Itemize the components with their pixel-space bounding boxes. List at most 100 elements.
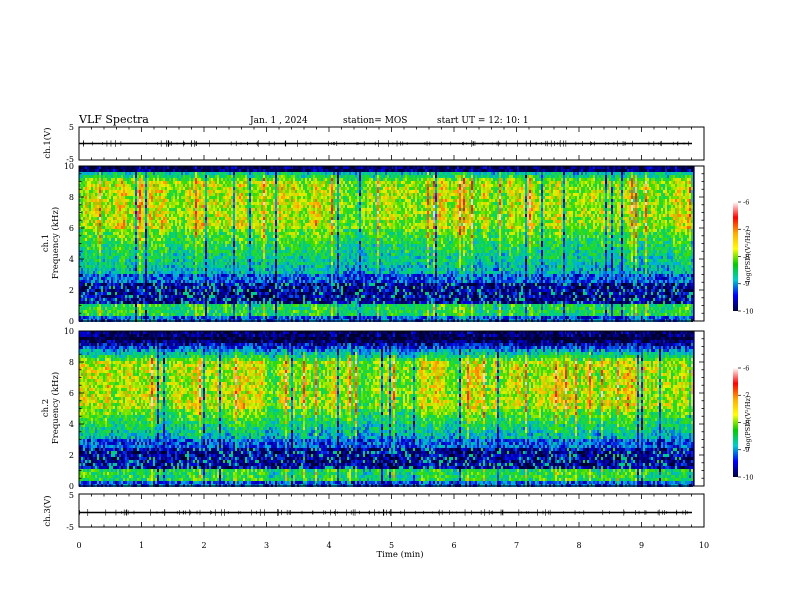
spectrogram-cell [133, 169, 135, 172]
spectrogram-cell [133, 286, 135, 289]
spectrogram-cell [119, 304, 121, 307]
spectrogram-cell [137, 283, 139, 286]
spectrogram-cell [211, 298, 213, 301]
spectrogram-cell [153, 313, 155, 316]
spectrogram-cell [201, 220, 203, 223]
spectrogram-cell [81, 244, 83, 247]
spectrogram-cell [251, 250, 253, 253]
spectrogram-cell [217, 232, 219, 235]
spectrogram-cell [111, 292, 113, 295]
spectrogram-cell [215, 208, 217, 211]
spectrogram-cell [187, 199, 189, 202]
spectrogram-cell [113, 250, 115, 253]
spectrogram-cell [163, 205, 165, 208]
spectrogram-cell [255, 250, 257, 253]
spectrogram-cell [107, 181, 109, 184]
spectrogram-cell [169, 196, 171, 199]
spectrogram-cell [85, 313, 87, 316]
spectrogram-cell [165, 220, 167, 223]
spectrogram-cell [189, 253, 191, 256]
spectrogram-cell [217, 199, 219, 202]
spectrogram-cell [87, 205, 89, 208]
spectrogram-cell [235, 307, 237, 310]
spectrogram-cell [93, 196, 95, 199]
spectrogram-cell [215, 226, 217, 229]
spectrogram-cell [105, 295, 107, 298]
spectrogram-cell [199, 259, 201, 262]
spectrogram-cell [103, 229, 105, 232]
spectrogram-cell [169, 232, 171, 235]
spectrogram-cell [221, 205, 223, 208]
spectrogram-cell [115, 211, 117, 214]
spectrogram-cell [111, 268, 113, 271]
spectrogram-cell [183, 250, 185, 253]
spectrogram-cell [95, 316, 97, 319]
spectrogram-cell [213, 307, 215, 310]
spectrogram-cell [163, 172, 165, 175]
spectrogram-cell [185, 184, 187, 187]
spectrogram-cell [91, 238, 93, 241]
spectrogram-cell [157, 226, 159, 229]
spectrogram-cell [221, 298, 223, 301]
spectrogram-cell [183, 313, 185, 316]
spectrogram-cell [155, 262, 157, 265]
spectrogram-cell [259, 286, 261, 289]
spectrogram-cell [247, 289, 249, 292]
spectrogram-cell [261, 238, 263, 241]
spectrogram-cell [155, 292, 157, 295]
spectrogram-cell [157, 310, 159, 313]
spectrogram-cell [177, 205, 179, 208]
spectrogram-cell [209, 196, 211, 199]
spectrogram-cell [193, 238, 195, 241]
spectrogram-cell [237, 265, 239, 268]
spectrogram-cell [99, 184, 101, 187]
spectrogram-cell [149, 190, 151, 193]
spectrogram-cell [245, 232, 247, 235]
spectrogram-cell [219, 211, 221, 214]
spectrogram-cell [219, 184, 221, 187]
spectrogram-cell [123, 184, 125, 187]
spectrogram-cell [205, 202, 207, 205]
spectrogram-cell [191, 238, 193, 241]
spectrogram-cell [107, 298, 109, 301]
spectrogram-cell [169, 271, 171, 274]
spectrogram-cell [207, 199, 209, 202]
spectrogram-cell [157, 313, 159, 316]
spectrogram-cell [155, 184, 157, 187]
spectrogram-cell [103, 301, 105, 304]
spectrogram-cell [211, 223, 213, 226]
spectrogram-cell [213, 184, 215, 187]
spectrogram-cell [221, 181, 223, 184]
spectrogram-cell [151, 175, 153, 178]
spectrogram-cell [119, 316, 121, 319]
spectrogram-cell [169, 301, 171, 304]
spectrogram-cell [97, 223, 99, 226]
spectrogram-cell [243, 172, 245, 175]
spectrogram-cell [143, 220, 145, 223]
spectrogram-cell [181, 175, 183, 178]
spectrogram-cell [219, 235, 221, 238]
spectrogram-cell [109, 265, 111, 268]
spectrogram-cell [111, 301, 113, 304]
spectrogram-cell [157, 274, 159, 277]
spectrogram-cell [221, 310, 223, 313]
spectrogram-cell [173, 316, 175, 319]
spectrogram-cell [211, 247, 213, 250]
spectrogram-cell [167, 187, 169, 190]
spectrogram-cell [117, 217, 119, 220]
spectrogram-cell [225, 187, 227, 190]
spectrogram-cell [101, 172, 103, 175]
spectrogram-cell [145, 265, 147, 268]
spectrogram-cell [137, 232, 139, 235]
spectrogram-cell [187, 253, 189, 256]
spectrogram-cell [197, 232, 199, 235]
spectrogram-cell [245, 310, 247, 313]
spectrogram-cell [123, 247, 125, 250]
spectrogram-cell [129, 217, 131, 220]
spectrogram-cell [173, 196, 175, 199]
spectrogram-cell [179, 241, 181, 244]
spectrogram-cell [151, 316, 153, 319]
spectrogram-cell [249, 175, 251, 178]
spectrogram-cell [105, 262, 107, 265]
spectrogram-cell [89, 199, 91, 202]
